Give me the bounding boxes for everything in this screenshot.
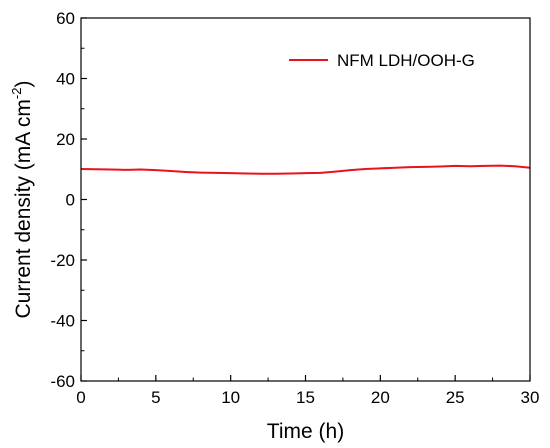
y-tick-label: -60 (50, 372, 75, 391)
y-axis-title-superscript: -2 (9, 88, 24, 100)
legend-label: NFM LDH/OOH-G (337, 51, 475, 70)
legend: NFM LDH/OOH-G (289, 51, 475, 70)
series-layer (80, 164, 531, 175)
plot-frame (80, 17, 531, 382)
x-tick-label: 5 (151, 388, 160, 407)
y-axis-title: Current density (mA cm-2) (9, 81, 35, 319)
x-tick-label: 30 (521, 388, 540, 407)
series-line (80, 164, 531, 175)
x-tick-label: 20 (371, 388, 390, 407)
y-axis-title-prefix: Current density (mA cm (12, 99, 35, 318)
y-tick-label: -40 (50, 312, 75, 331)
x-tick-label: 25 (446, 388, 465, 407)
x-axis-ticks: 0 5 10 15 20 25 30 (76, 375, 539, 407)
y-tick-label: -20 (50, 251, 75, 270)
y-tick-label: 20 (56, 130, 75, 149)
y-tick-label: 60 (56, 9, 75, 28)
y-axis-title-suffix: ) (12, 81, 35, 88)
y-tick-label: 0 (66, 191, 75, 210)
x-axis-title: Time (h) (267, 420, 344, 443)
x-tick-label: 10 (221, 388, 240, 407)
y-axis-ticks: -60 -40 -20 0 20 40 60 (50, 9, 87, 391)
y-tick-label: 40 (56, 70, 75, 89)
x-tick-label: 15 (296, 388, 315, 407)
x-tick-label: 0 (76, 388, 85, 407)
